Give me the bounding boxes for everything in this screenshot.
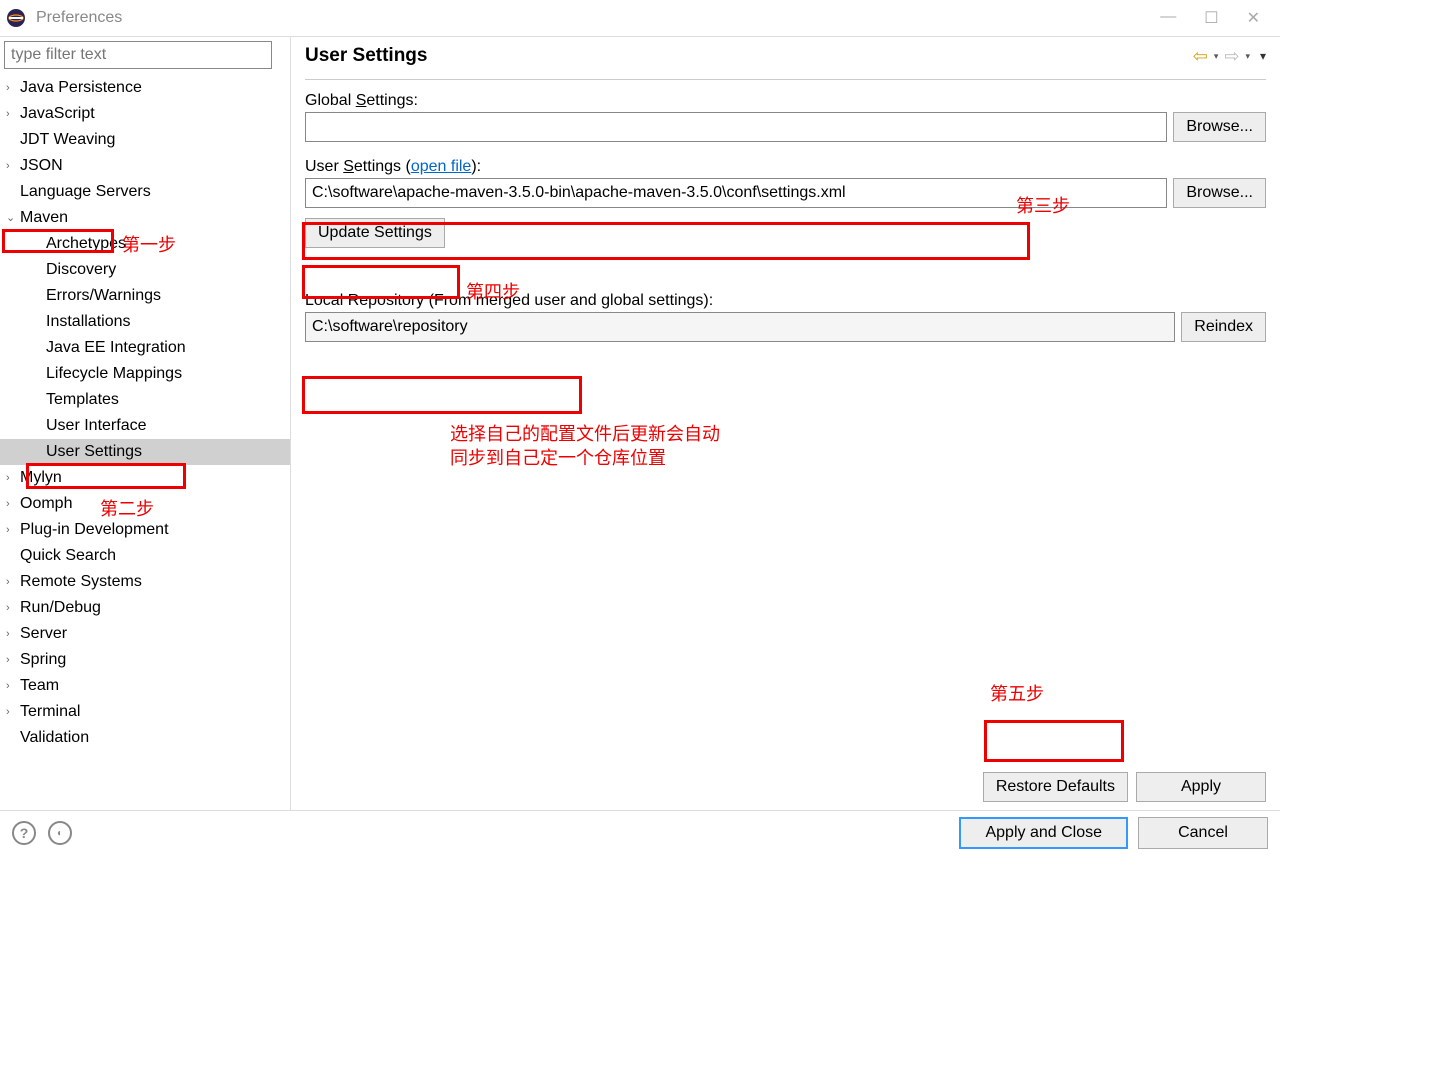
- tree-item-discovery[interactable]: Discovery: [0, 257, 290, 283]
- chevron-icon: ›: [6, 699, 18, 725]
- import-export-icon[interactable]: ◐: [48, 821, 72, 845]
- chevron-icon: ›: [6, 647, 18, 673]
- tree-item-label: Java EE Integration: [46, 335, 186, 361]
- chevron-icon: ›: [6, 465, 18, 491]
- tree-item-label: Server: [20, 621, 67, 647]
- tree-item-label: Maven: [20, 205, 68, 231]
- global-settings-input[interactable]: [305, 112, 1167, 142]
- tree-item-mylyn[interactable]: ›Mylyn: [0, 465, 290, 491]
- tree-item-label: Templates: [46, 387, 119, 413]
- tree-item-label: Errors/Warnings: [46, 283, 161, 309]
- open-file-link[interactable]: open file: [411, 158, 472, 175]
- tree-item-quick-search[interactable]: Quick Search: [0, 543, 290, 569]
- tree-item-label: User Settings: [46, 439, 142, 465]
- tree-item-run-debug[interactable]: ›Run/Debug: [0, 595, 290, 621]
- apply-and-close-button[interactable]: Apply and Close: [959, 817, 1128, 849]
- tree-item-label: JavaScript: [20, 101, 95, 127]
- cancel-button[interactable]: Cancel: [1138, 817, 1268, 849]
- forward-icon[interactable]: ⇨: [1224, 46, 1239, 67]
- chevron-icon: ›: [6, 153, 18, 179]
- tree-item-label: User Interface: [46, 413, 146, 439]
- chevron-icon: ⌄: [6, 205, 18, 231]
- reindex-button[interactable]: Reindex: [1181, 312, 1266, 342]
- tree-item-javascript[interactable]: ›JavaScript: [0, 101, 290, 127]
- eclipse-icon: [4, 6, 28, 30]
- tree-item-label: Run/Debug: [20, 595, 101, 621]
- tree-item-archetypes[interactable]: Archetypes: [0, 231, 290, 257]
- tree-item-jdt-weaving[interactable]: JDT Weaving: [0, 127, 290, 153]
- filter-input[interactable]: [4, 41, 272, 69]
- tree-item-errors-warnings[interactable]: Errors/Warnings: [0, 283, 290, 309]
- tree-item-label: Installations: [46, 309, 131, 335]
- chevron-icon: ›: [6, 101, 18, 127]
- tree-item-label: JDT Weaving: [20, 127, 115, 153]
- browse-global-button[interactable]: Browse...: [1173, 112, 1266, 142]
- tree-item-label: Archetypes: [46, 231, 126, 257]
- tree-item-label: Mylyn: [20, 465, 62, 491]
- tree-item-user-settings[interactable]: User Settings: [0, 439, 290, 465]
- tree-item-label: Language Servers: [20, 179, 151, 205]
- tree-item-spring[interactable]: ›Spring: [0, 647, 290, 673]
- update-settings-button[interactable]: Update Settings: [305, 218, 445, 248]
- chevron-icon: ›: [6, 517, 18, 543]
- tree-item-validation[interactable]: Validation: [0, 725, 290, 751]
- view-menu-icon[interactable]: ▾: [1260, 49, 1266, 63]
- tree-item-team[interactable]: ›Team: [0, 673, 290, 699]
- global-settings-label: Global Settings:: [305, 92, 1266, 110]
- forward-dropdown-icon[interactable]: ▾: [1245, 51, 1250, 62]
- tree-item-templates[interactable]: Templates: [0, 387, 290, 413]
- tree-item-label: Oomph: [20, 491, 72, 517]
- local-repo-input: [305, 312, 1175, 342]
- window-title: Preferences: [36, 9, 122, 27]
- tree-item-label: Remote Systems: [20, 569, 142, 595]
- tree-item-label: Spring: [20, 647, 66, 673]
- restore-defaults-button[interactable]: Restore Defaults: [983, 772, 1128, 802]
- tree-item-lifecycle-mappings[interactable]: Lifecycle Mappings: [0, 361, 290, 387]
- help-icon[interactable]: ?: [12, 821, 36, 845]
- apply-button[interactable]: Apply: [1136, 772, 1266, 802]
- tree-item-label: Quick Search: [20, 543, 116, 569]
- tree-item-plug-in-development[interactable]: ›Plug-in Development: [0, 517, 290, 543]
- local-repo-label: Local Repository (From merged user and g…: [305, 292, 1266, 310]
- tree-item-java-ee-integration[interactable]: Java EE Integration: [0, 335, 290, 361]
- tree-item-label: Discovery: [46, 257, 116, 283]
- tree-item-user-interface[interactable]: User Interface: [0, 413, 290, 439]
- tree-item-terminal[interactable]: ›Terminal: [0, 699, 290, 725]
- tree-item-oomph[interactable]: ›Oomph: [0, 491, 290, 517]
- tree-item-installations[interactable]: Installations: [0, 309, 290, 335]
- user-settings-input[interactable]: [305, 178, 1167, 208]
- tree-item-language-servers[interactable]: Language Servers: [0, 179, 290, 205]
- tree-item-label: Terminal: [20, 699, 80, 725]
- minimize-button[interactable]: —: [1160, 8, 1176, 28]
- page-title: User Settings: [305, 45, 427, 67]
- browse-user-button[interactable]: Browse...: [1173, 178, 1266, 208]
- user-settings-label: User Settings (open file):: [305, 158, 1266, 176]
- back-dropdown-icon[interactable]: ▾: [1214, 51, 1219, 62]
- tree-item-json[interactable]: ›JSON: [0, 153, 290, 179]
- tree-item-label: Java Persistence: [20, 75, 142, 101]
- close-button[interactable]: ✕: [1247, 8, 1260, 28]
- tree-item-label: Plug-in Development: [20, 517, 169, 543]
- tree-item-label: Validation: [20, 725, 89, 751]
- tree-item-label: JSON: [20, 153, 63, 179]
- chevron-icon: ›: [6, 75, 18, 101]
- tree-item-maven[interactable]: ⌄Maven: [0, 205, 290, 231]
- chevron-icon: ›: [6, 491, 18, 517]
- chevron-icon: ›: [6, 595, 18, 621]
- tree-item-remote-systems[interactable]: ›Remote Systems: [0, 569, 290, 595]
- chevron-icon: ›: [6, 569, 18, 595]
- preferences-tree[interactable]: ›Java Persistence›JavaScriptJDT Weaving›…: [0, 73, 290, 753]
- chevron-icon: ›: [6, 621, 18, 647]
- maximize-button[interactable]: ☐: [1204, 8, 1218, 28]
- tree-item-label: Lifecycle Mappings: [46, 361, 182, 387]
- tree-item-label: Team: [20, 673, 59, 699]
- chevron-icon: ›: [6, 673, 18, 699]
- back-icon[interactable]: ⇦: [1193, 46, 1208, 67]
- tree-item-server[interactable]: ›Server: [0, 621, 290, 647]
- tree-item-java-persistence[interactable]: ›Java Persistence: [0, 75, 290, 101]
